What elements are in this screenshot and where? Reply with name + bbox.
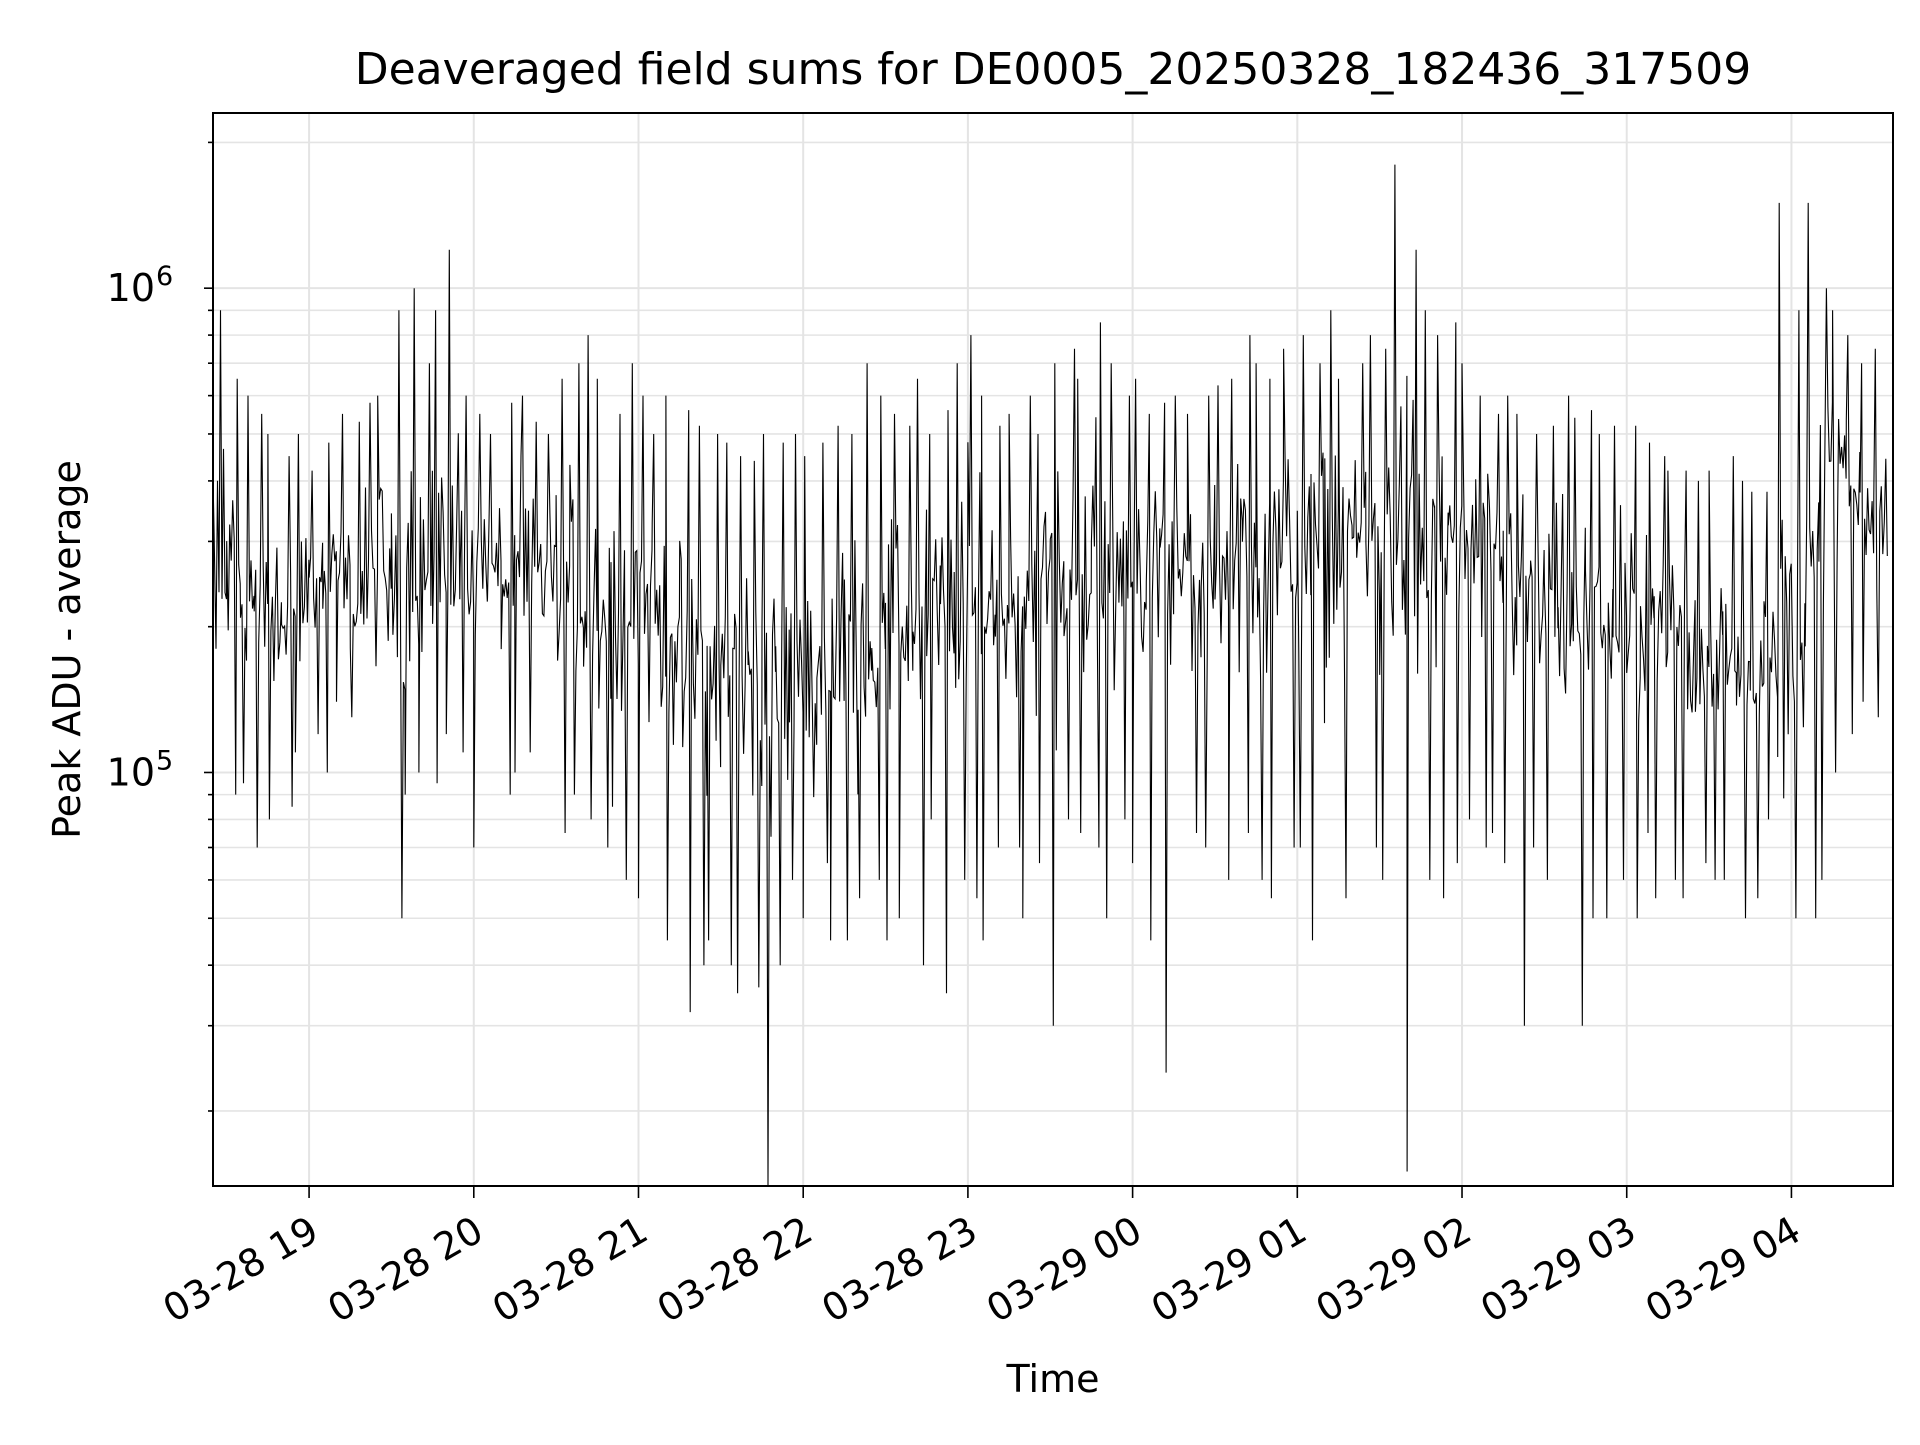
plot-frame [212,112,1894,1187]
chart-title: Deaveraged field sums for DE0005_2025032… [355,44,1752,95]
plot-layer [212,164,1888,1187]
series-line [212,164,1888,1187]
y-tick-label-exponent: 6 [156,261,173,292]
x-axis-label: Time [1006,1357,1100,1401]
y-tick-label: 10 [107,266,155,310]
y-tick-label-exponent: 5 [156,745,173,776]
y-tick-label: 10 [107,750,155,794]
y-axis-label: Peak ADU - average [45,460,89,839]
y-tick-label-base: 10 [107,266,155,310]
y-tick-label-base: 10 [107,750,155,794]
